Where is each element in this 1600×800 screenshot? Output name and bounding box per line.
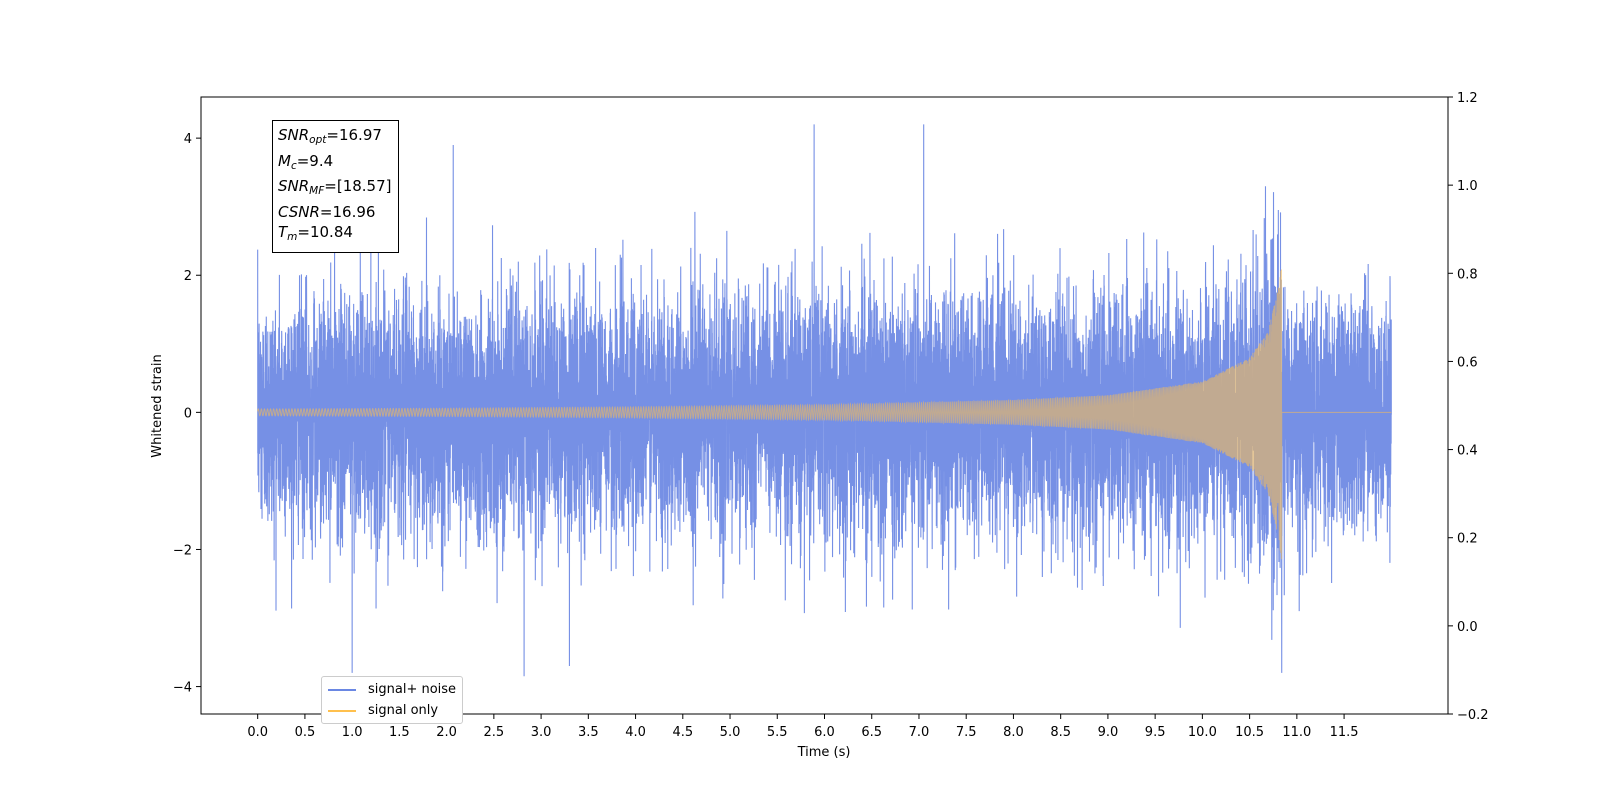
y-tick-label: −4	[173, 681, 192, 696]
tm-symbol: T	[278, 223, 288, 241]
x-tick-label: 9.0	[1098, 725, 1119, 740]
y2-tick-label: −0.2	[1457, 708, 1489, 723]
x-tick-label: 5.5	[767, 725, 788, 740]
csnr-annotation: CSNR=16.96	[278, 202, 392, 223]
y-tick-label: 2	[184, 269, 192, 284]
x-tick-label: 0.0	[247, 725, 268, 740]
series-layer	[257, 124, 1392, 677]
x-tick-label: 8.5	[1050, 725, 1071, 740]
legend: signal+ noise signal only	[321, 676, 464, 724]
y-axis-right: 1.2 1.0 0.8 0.6 0.4 0.2 0.0 −0.2	[1448, 91, 1489, 723]
snr-mf-subscript: MF	[309, 185, 325, 197]
x-tick-label: 11.5	[1330, 725, 1359, 740]
legend-swatch-signal-only	[328, 709, 356, 712]
snr-opt-symbol: SNR	[278, 126, 310, 144]
y2-tick-label: 0.8	[1457, 267, 1478, 282]
y-tick-label: −2	[173, 543, 192, 558]
mc-symbol: M	[278, 151, 291, 170]
y2-tick-label: 0.2	[1457, 532, 1478, 547]
snr-mf-value: =[18.57]	[324, 177, 392, 195]
y2-tick-label: 0.6	[1457, 355, 1478, 370]
y2-tick-label: 0.4	[1457, 444, 1478, 459]
x-tick-label: 4.5	[672, 725, 693, 740]
y-axis-left: 4 2 0 −2 −4	[173, 132, 201, 696]
x-tick-label: 9.5	[1145, 725, 1166, 740]
snr-mf-annotation: SNRMF=[18.57]	[278, 176, 392, 202]
snr-mf-symbol: SNR	[278, 177, 310, 195]
signal-plus-noise-line	[257, 124, 1392, 677]
x-tick-label: 1.5	[389, 725, 410, 740]
x-tick-label: 7.5	[956, 725, 977, 740]
tm-value: =10.84	[297, 223, 353, 241]
x-axis: 0.0 0.5 1.0 1.5 2.0 2.5 3.0 3.5 4.0 4.5 5.0 5.5 6.0 6…	[247, 714, 1359, 740]
x-tick-label: 3.5	[578, 725, 599, 740]
tm-subscript: m	[287, 231, 298, 243]
signal-only-line	[257, 269, 1392, 560]
x-tick-label: 10.5	[1235, 725, 1264, 740]
csnr-value: =16.96	[319, 202, 376, 221]
csnr-symbol: CSNR	[278, 202, 320, 221]
x-tick-label: 6.5	[861, 725, 882, 740]
legend-item-signal-only: signal only	[328, 700, 456, 721]
y2-tick-label: 1.2	[1457, 91, 1478, 106]
x-tick-label: 1.0	[342, 725, 363, 740]
snr-opt-subscript: opt	[309, 134, 327, 146]
x-tick-label: 2.0	[436, 725, 457, 740]
y-tick-label: 0	[184, 406, 192, 421]
legend-label-signal-plus-noise: signal+ noise	[368, 682, 457, 697]
legend-item-signal-plus-noise: signal+ noise	[328, 679, 456, 700]
mc-annotation: Mc=9.4	[278, 151, 392, 177]
mc-value: =9.4	[296, 151, 334, 170]
mc-subscript: c	[290, 159, 297, 172]
x-tick-label: 8.0	[1003, 725, 1024, 740]
tm-annotation: Tm=10.84	[278, 222, 392, 248]
x-tick-label: 11.0	[1282, 725, 1311, 740]
x-tick-label: 10.0	[1188, 725, 1217, 740]
y-axis-label: Whitened strain	[150, 354, 165, 457]
x-tick-label: 6.0	[814, 725, 835, 740]
x-tick-label: 5.0	[720, 725, 741, 740]
annotation-box: SNRopt=16.97 Mc=9.4 SNRMF=[18.57] CSNR=1…	[272, 120, 399, 253]
legend-swatch-signal-plus-noise	[328, 688, 356, 691]
snr-opt-value: =16.97	[326, 126, 382, 144]
y2-tick-label: 0.0	[1457, 620, 1478, 635]
x-tick-label: 2.5	[484, 725, 505, 740]
x-tick-label: 0.5	[295, 725, 316, 740]
y2-tick-label: 1.0	[1457, 179, 1478, 194]
legend-label-signal-only: signal only	[368, 703, 439, 718]
x-tick-label: 4.0	[625, 725, 646, 740]
snr-opt-annotation: SNRopt=16.97	[278, 125, 392, 151]
x-tick-label: 7.0	[909, 725, 930, 740]
x-axis-label: Time (s)	[797, 745, 851, 760]
y-tick-label: 4	[184, 132, 192, 147]
x-tick-label: 3.0	[531, 725, 552, 740]
